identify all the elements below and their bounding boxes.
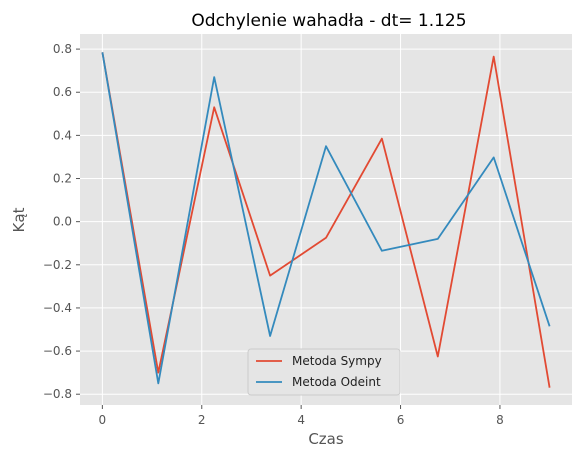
y-tick-label: 0.0 [53, 215, 72, 229]
x-tick-label: 2 [198, 413, 206, 427]
y-axis-ticks: −0.8 −0.6 −0.4 −0.2 0.0 0.2 0.4 0.6 0.8 [43, 42, 80, 401]
x-tick-label: 4 [297, 413, 305, 427]
y-tick-label: −0.2 [43, 258, 72, 272]
legend-label-odeint: Metoda Odeint [292, 375, 381, 389]
y-tick-label: 0.2 [53, 172, 72, 186]
x-axis-ticks: 0 2 4 6 8 [99, 405, 504, 427]
y-tick-label: 0.4 [53, 128, 72, 142]
y-tick-label: −0.4 [43, 301, 72, 315]
x-axis-label: Czas [308, 430, 344, 448]
y-axis-label: Kąt [10, 207, 28, 232]
chart-title: Odchylenie wahadła - dt= 1.125 [191, 11, 466, 31]
y-tick-label: −0.8 [43, 387, 72, 401]
x-tick-label: 0 [99, 413, 107, 427]
y-tick-label: 0.8 [53, 42, 72, 56]
y-tick-label: −0.6 [43, 344, 72, 358]
x-tick-label: 8 [496, 413, 504, 427]
y-tick-label: 0.6 [53, 85, 72, 99]
legend: Metoda Sympy Metoda Odeint [248, 349, 400, 395]
legend-label-sympy: Metoda Sympy [292, 354, 382, 368]
x-tick-label: 6 [397, 413, 405, 427]
